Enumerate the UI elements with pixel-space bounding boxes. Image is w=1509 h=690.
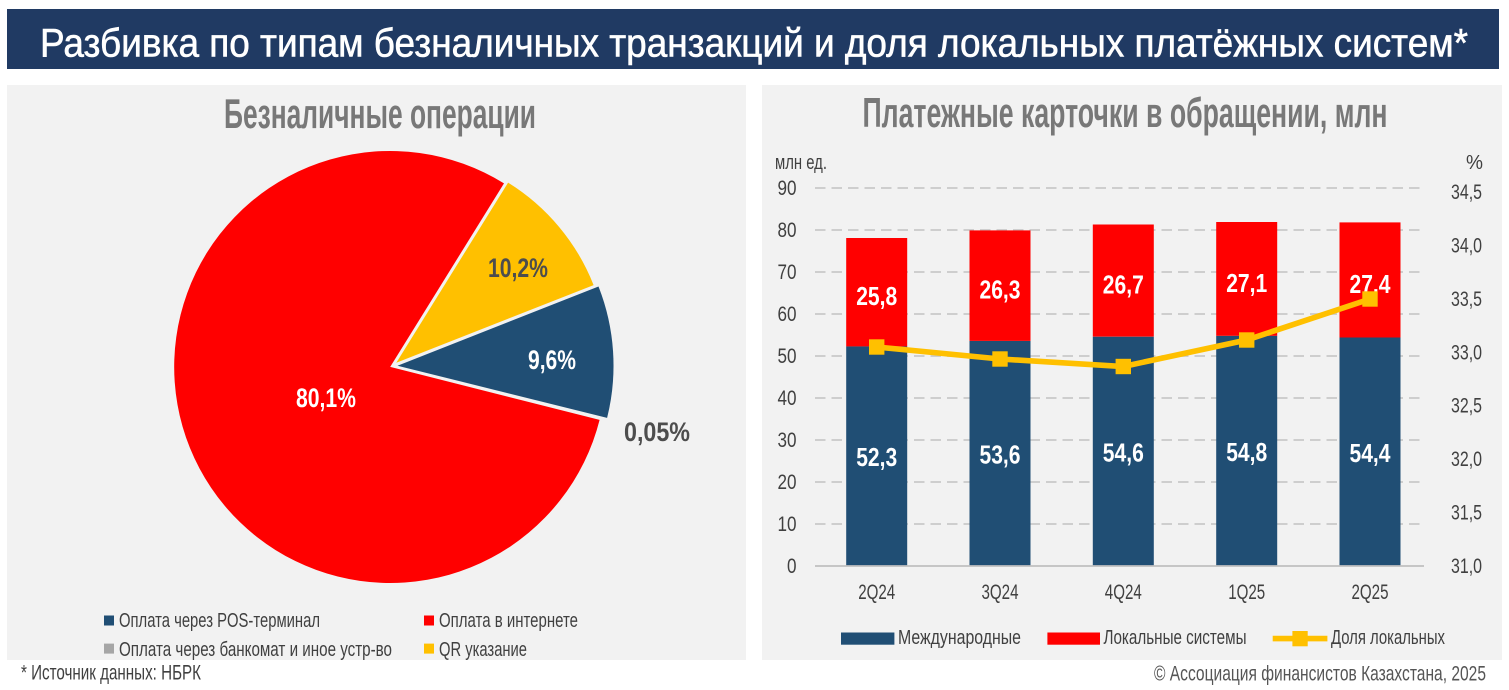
svg-text:30: 30 — [778, 429, 797, 452]
svg-text:54,8: 54,8 — [1226, 437, 1267, 467]
svg-text:54,6: 54,6 — [1103, 437, 1144, 467]
svg-text:4Q24: 4Q24 — [1105, 581, 1142, 604]
svg-text:80,1%: 80,1% — [296, 383, 356, 413]
svg-text:10: 10 — [778, 513, 797, 536]
svg-text:Оплата через банкомат и иное у: Оплата через банкомат и иное устр-во — [119, 639, 392, 661]
svg-text:60: 60 — [778, 303, 797, 326]
svg-text:Платежные карточки в обращении: Платежные карточки в обращении, млн — [863, 89, 1388, 136]
svg-text:33,0: 33,0 — [1451, 341, 1482, 364]
svg-text:1Q25: 1Q25 — [1228, 581, 1265, 604]
svg-text:50: 50 — [778, 345, 797, 368]
svg-text:32,0: 32,0 — [1451, 448, 1482, 471]
svg-text:Оплата через POS-терминал: Оплата через POS-терминал — [119, 610, 320, 632]
svg-text:* Источник данных: НБРК: * Источник данных: НБРК — [21, 662, 202, 685]
svg-text:Оплата в интернете: Оплата в интернете — [439, 610, 578, 632]
svg-text:33,5: 33,5 — [1451, 288, 1482, 311]
svg-text:34,0: 34,0 — [1451, 234, 1482, 257]
svg-text:Международные: Международные — [898, 627, 1021, 649]
svg-text:2Q24: 2Q24 — [858, 581, 895, 604]
svg-text:31,5: 31,5 — [1451, 502, 1482, 525]
svg-text:53,6: 53,6 — [980, 439, 1021, 469]
svg-text:3Q24: 3Q24 — [982, 581, 1019, 604]
svg-text:0,05%: 0,05% — [624, 417, 690, 447]
svg-text:© Ассоциация финансистов Казах: © Ассоциация финансистов Казахстана, 202… — [1154, 663, 1486, 686]
svg-text:26,7: 26,7 — [1103, 270, 1144, 300]
svg-text:52,3: 52,3 — [856, 442, 897, 472]
svg-text:25,8: 25,8 — [856, 281, 897, 311]
svg-text:2Q25: 2Q25 — [1352, 581, 1389, 604]
svg-text:10,2%: 10,2% — [488, 253, 548, 283]
svg-text:Доля локальных: Доля локальных — [1331, 627, 1445, 649]
svg-text:27,1: 27,1 — [1226, 268, 1267, 298]
svg-text:Безналичные операции: Безналичные операции — [224, 90, 536, 137]
svg-text:31,0: 31,0 — [1451, 555, 1482, 578]
svg-text:34,5: 34,5 — [1451, 181, 1482, 204]
svg-text:32,5: 32,5 — [1451, 395, 1482, 418]
svg-text:80: 80 — [778, 219, 797, 242]
svg-text:20: 20 — [778, 471, 797, 494]
svg-text:млн ед.: млн ед. — [775, 152, 827, 174]
svg-text:%: % — [1466, 152, 1483, 174]
svg-text:0: 0 — [787, 555, 797, 578]
svg-text:40: 40 — [778, 387, 797, 410]
svg-text:70: 70 — [778, 261, 797, 284]
svg-text:Локальные системы: Локальные системы — [1104, 627, 1247, 649]
svg-text:54,4: 54,4 — [1350, 438, 1391, 468]
svg-text:90: 90 — [778, 177, 797, 200]
svg-text:9,6%: 9,6% — [528, 345, 576, 375]
svg-text:26,3: 26,3 — [980, 275, 1021, 305]
svg-text:Разбивка по типам безналичных: Разбивка по типам безналичных транзакций… — [40, 22, 1468, 66]
svg-text:QR указание: QR указание — [439, 639, 527, 661]
